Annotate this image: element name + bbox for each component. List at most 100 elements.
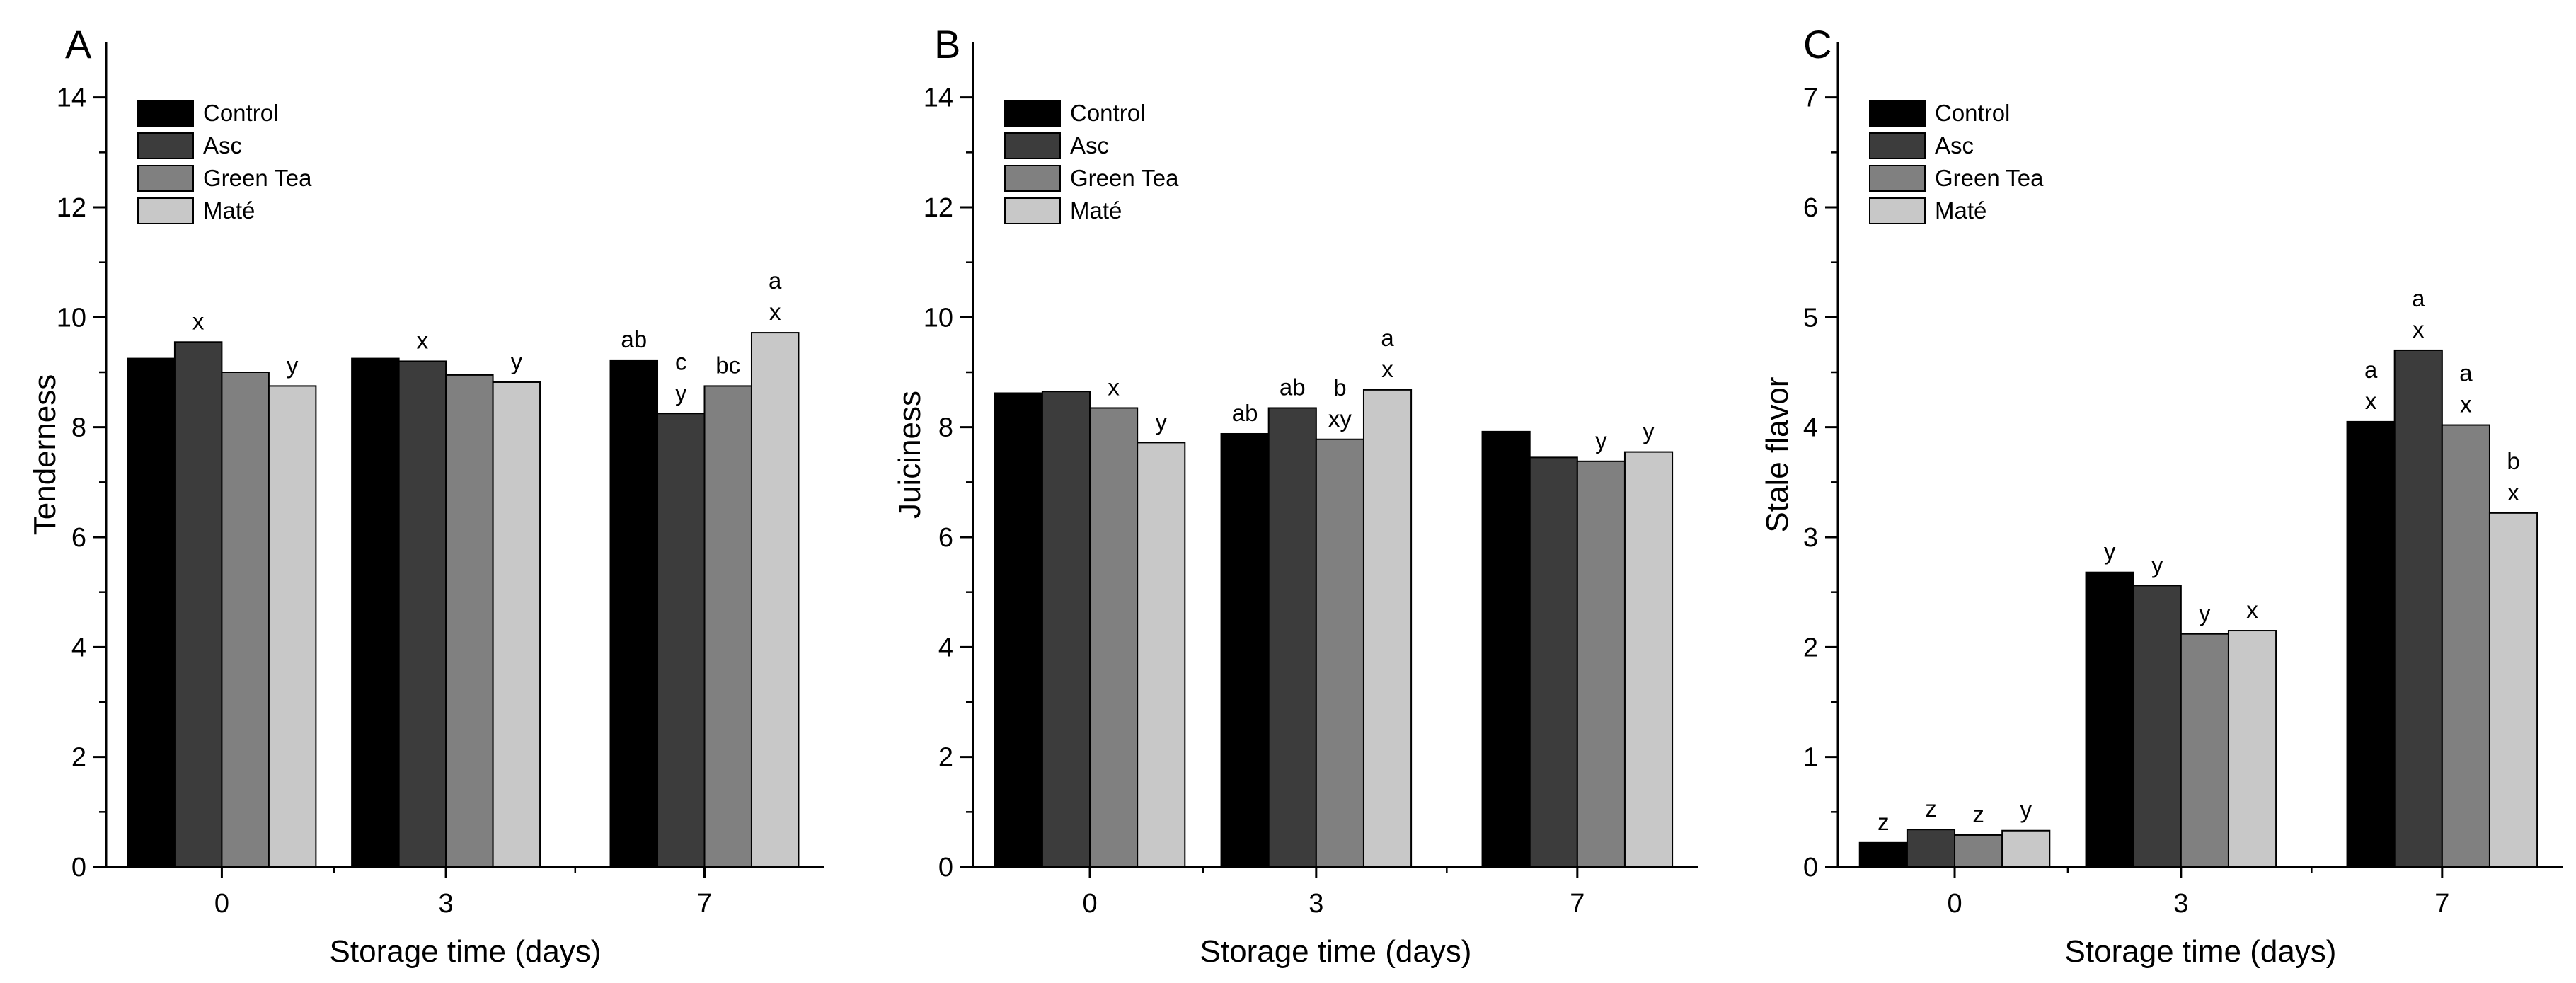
bar-control-day-0: [994, 392, 1043, 868]
x-axis-title: Storage time (days): [2065, 934, 2337, 969]
significance-label: c: [675, 348, 687, 374]
x-tick-label: 0: [1082, 889, 1097, 919]
legend-label: Green Tea: [1935, 165, 2044, 191]
y-tick-label: 4: [71, 633, 86, 662]
legend-label: Maté: [1935, 197, 1986, 224]
y-axis-title: Stale flavor: [1760, 376, 1795, 532]
legend: Control Asc Green Tea Maté: [1004, 100, 1179, 224]
bar-green-tea-day-0: [1954, 834, 2003, 868]
y-tick-label: 7: [1803, 84, 1818, 113]
y-tick-label: 5: [1803, 303, 1818, 333]
legend-label: Green Tea: [203, 165, 312, 191]
bar-control-day-0: [127, 357, 176, 868]
y-tick-label: 8: [938, 413, 953, 443]
y-tick-label: 4: [1803, 413, 1818, 443]
significance-label: y: [2020, 797, 2032, 823]
panel-letter: B: [934, 22, 960, 67]
y-tick-label: 6: [1803, 193, 1818, 223]
y-tick-label: 1: [1803, 743, 1818, 773]
significance-label: a: [2412, 285, 2425, 311]
y-tick-label: 4: [938, 633, 953, 662]
legend-label: Asc: [1070, 132, 1109, 159]
y-tick-label: 0: [938, 853, 953, 883]
bar-mat--day-7: [2488, 512, 2538, 868]
significance-label: x: [2507, 479, 2519, 505]
bar-mat--day-0: [268, 385, 317, 868]
legend: Control Asc Green Tea Maté: [1869, 100, 2044, 224]
bar-mat--day-7: [1623, 451, 1674, 868]
bar-control-day-3: [1220, 432, 1270, 868]
y-tick-label: 10: [57, 303, 86, 333]
x-tick-label: 0: [1947, 889, 1962, 919]
significance-label: b: [2507, 448, 2519, 474]
bar-green-tea-day-3: [1315, 438, 1364, 868]
bar-mat--day-0: [2001, 829, 2051, 868]
bar-green-tea-day-0: [1089, 407, 1139, 868]
bar-control-day-7: [2346, 420, 2396, 868]
significance-label: a: [2459, 360, 2473, 386]
bar-mat--day-0: [1137, 442, 1186, 868]
significance-label: ab: [621, 326, 647, 352]
significance-label: x: [1108, 374, 1120, 400]
y-tick-label: 14: [924, 84, 953, 113]
significance-label: x: [2413, 316, 2425, 343]
legend-swatch: [137, 197, 194, 224]
significance-label: y: [1155, 408, 1167, 435]
x-tick-label: 3: [2173, 889, 2188, 919]
y-tick-label: 2: [1803, 633, 1818, 662]
y-tick-label: 0: [1803, 853, 1818, 883]
significance-label: x: [417, 327, 429, 353]
legend-swatch: [1869, 100, 1926, 127]
bar-control-day-3: [2085, 571, 2134, 868]
y-tick-label: 3: [1803, 523, 1818, 553]
legend-label: Control: [1070, 100, 1145, 126]
bar-control-day-7: [609, 359, 659, 868]
significance-label: a: [2364, 357, 2378, 383]
x-axis-title: Storage time (days): [330, 934, 602, 969]
significance-label: z: [1878, 809, 1890, 835]
significance-label: y: [2151, 551, 2163, 577]
y-tick-label: 2: [938, 743, 953, 773]
bar-asc-day-3: [1267, 407, 1317, 868]
legend-label: Asc: [1935, 132, 1974, 159]
bar-mat--day-3: [492, 381, 541, 868]
y-tick-label: 12: [924, 193, 953, 223]
y-tick-label: 12: [57, 193, 86, 223]
significance-label: x: [2365, 388, 2377, 414]
x-tick-label: 3: [1309, 889, 1323, 919]
significance-label: ab: [1232, 400, 1258, 426]
significance-label: xy: [1328, 406, 1352, 432]
legend-swatch: [1869, 132, 1926, 159]
y-tick-label: 6: [938, 523, 953, 553]
bar-asc-day-7: [2393, 349, 2443, 868]
bar-asc-day-3: [398, 360, 447, 868]
legend-swatch: [137, 100, 194, 127]
significance-label: x: [2246, 597, 2258, 623]
significance-label: z: [1925, 795, 1937, 822]
bar-asc-day-0: [1906, 829, 1956, 868]
legend-swatch: [1004, 100, 1061, 127]
bar-asc-day-3: [2132, 585, 2182, 868]
bar-mat--day-3: [1362, 389, 1413, 868]
y-tick-label: 0: [71, 853, 86, 883]
bar-green-tea-day-3: [2180, 633, 2229, 868]
legend: Control Asc Green Tea Maté: [137, 100, 312, 224]
legend-label: Control: [203, 100, 278, 126]
significance-label: x: [769, 299, 781, 325]
bar-mat--day-7: [750, 332, 800, 868]
legend-label: Green Tea: [1070, 165, 1179, 191]
panel-letter: A: [65, 22, 92, 67]
legend-label: Maté: [1070, 197, 1122, 224]
y-axis-title: Tenderness: [28, 374, 62, 535]
x-axis-title: Storage time (days): [1200, 934, 1472, 969]
legend-swatch: [1869, 197, 1926, 224]
y-tick-label: 10: [924, 303, 953, 333]
significance-label: bc: [715, 352, 740, 378]
y-tick-label: 2: [71, 743, 86, 773]
significance-label: ab: [1280, 374, 1306, 400]
y-axis-title: Juiciness: [892, 391, 927, 519]
